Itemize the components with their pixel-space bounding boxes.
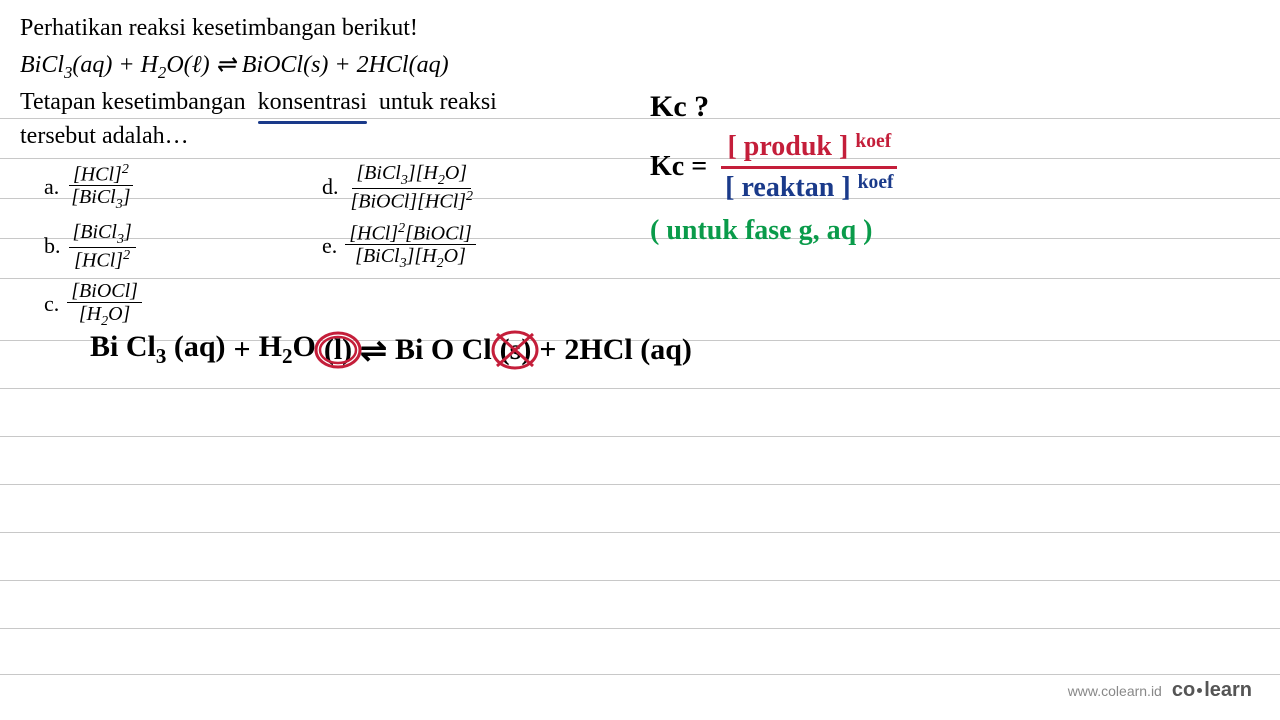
footer-logo: colearn: [1172, 679, 1252, 702]
option-e: e. [HCl]2[BiOCl] [BiCl3][H2O]: [322, 221, 477, 272]
option-b: b. [BiCl3] [HCl]2: [44, 221, 142, 272]
option-label-c: c.: [44, 291, 59, 317]
question-text: Tetapan kesetimbangan konsentrasi untuk …: [20, 86, 1260, 120]
option-label-e: e.: [322, 233, 337, 259]
underlined-word: konsentrasi: [258, 86, 367, 120]
question-line2: tersebut adalah…: [20, 120, 1260, 154]
dot-icon: [1197, 688, 1202, 693]
problem-intro: Perhatikan reaksi kesetimbangan berikut!: [20, 12, 1260, 46]
options-col-right: d. [BiCl3][H2O] [BiOCl][HCl]2 e. [HCl]2[…: [322, 162, 477, 329]
question-post: untuk reaksi: [379, 86, 497, 120]
question-pre: Tetapan kesetimbangan: [20, 86, 246, 120]
option-label-b: b.: [44, 233, 61, 259]
footer-url: www.colearn.id: [1068, 683, 1162, 699]
option-a: a. [HCl]2 [BiCl3]: [44, 162, 142, 213]
options-col-left: a. [HCl]2 [BiCl3] b. [BiCl3] [HCl]2 c. […: [44, 162, 142, 329]
footer: www.colearn.id colearn: [1068, 679, 1252, 702]
option-label-d: d.: [322, 174, 339, 200]
option-d: d. [BiCl3][H2O] [BiOCl][HCl]2: [322, 162, 477, 213]
option-label-a: a.: [44, 174, 59, 200]
equilibrium-equation: BiCl3(aq) + H2O(ℓ) ⇌ BiOCl(s) + 2HCl(aq): [20, 50, 1260, 83]
content-area: Perhatikan reaksi kesetimbangan berikut!…: [0, 0, 1280, 341]
option-c: c. [BiOCl] [H2O]: [44, 280, 142, 329]
options-container: a. [HCl]2 [BiCl3] b. [BiCl3] [HCl]2 c. […: [44, 162, 1260, 329]
